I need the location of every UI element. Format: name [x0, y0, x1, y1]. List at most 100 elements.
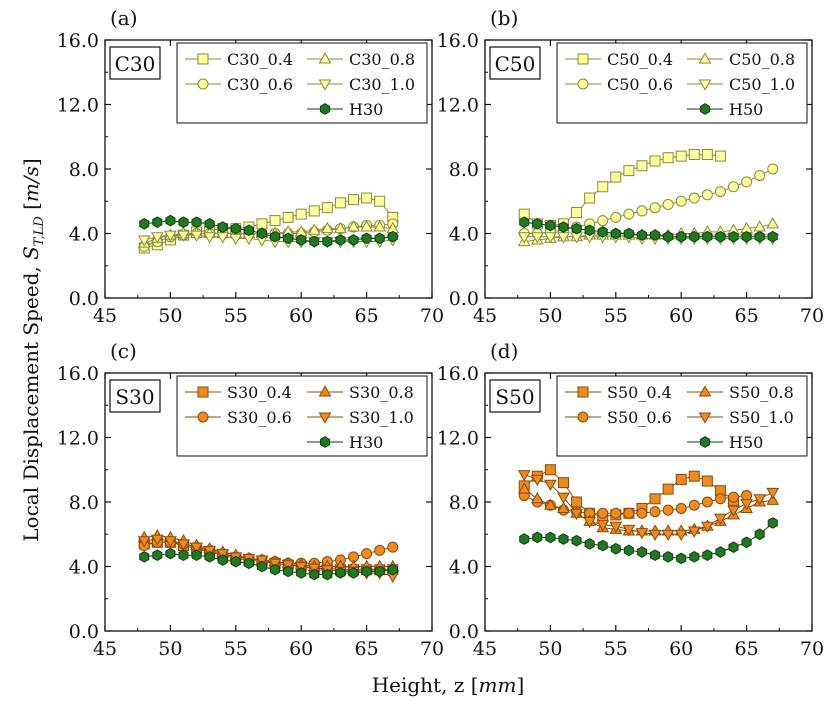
x-tick-label: 45: [473, 305, 497, 327]
series-h30: [139, 547, 398, 581]
data-point: [623, 165, 635, 177]
y-axis-label-subscript: T,LD: [32, 216, 47, 247]
data-point: [610, 507, 622, 519]
x-tick-label: 45: [93, 305, 117, 327]
data-point: [570, 508, 583, 521]
data-point: [714, 493, 726, 505]
data-point: [661, 529, 675, 542]
data-point: [230, 555, 241, 568]
data-point: [623, 227, 634, 240]
panel-label-box: [109, 379, 161, 413]
x-tick-label: 55: [224, 638, 248, 660]
legend-marker: [577, 386, 589, 398]
x-tick-label: 50: [538, 305, 562, 327]
series-line: [523, 153, 721, 226]
data-point: [387, 563, 398, 576]
data-point: [348, 234, 359, 246]
data-point: [256, 560, 268, 573]
x-tick-label: 60: [669, 305, 693, 327]
data-point: [727, 505, 740, 517]
legend-marker: [698, 52, 712, 64]
data-point: [675, 150, 687, 162]
data-point: [610, 171, 622, 183]
legend-item: C50_1.0: [687, 75, 795, 94]
legend-label: S30_0.8: [349, 383, 414, 402]
data-point: [558, 221, 569, 233]
y-tick-label: 4.0: [69, 224, 99, 246]
data-point: [596, 520, 610, 532]
legend-marker: [318, 412, 332, 424]
data-point: [347, 220, 360, 232]
y-tick-label: 8.0: [69, 159, 99, 181]
data-point: [753, 494, 767, 506]
data-point: [663, 230, 674, 243]
data-point: [282, 211, 294, 223]
data-point: [767, 163, 779, 175]
legend-item: S50_0.8: [687, 383, 794, 402]
panel-s30: (c) 45 50 55 60 65 70 0.0 4.0 8.0 12.0 16.0 S30 S30_0…: [57, 339, 444, 660]
data-point: [662, 152, 674, 164]
legend-marker: [577, 78, 589, 90]
data-point: [283, 232, 294, 245]
data-point: [688, 470, 700, 482]
legend-item: H30: [307, 100, 383, 119]
data-point: [530, 474, 544, 487]
data-point: [283, 565, 294, 578]
data-point: [256, 227, 268, 240]
y-axis-label: Local Displacement Speed, ST,LD [m/s]: [19, 158, 47, 541]
data-point: [190, 542, 203, 554]
series-c30-0-8: [137, 220, 400, 248]
data-point: [597, 181, 609, 193]
legend-item: S30_1.0: [307, 408, 414, 427]
panel-label-box: [489, 46, 541, 80]
data-point: [649, 155, 661, 167]
data-point: [322, 568, 333, 581]
data-point: [715, 546, 726, 558]
series-h50: [519, 216, 778, 243]
data-point: [636, 229, 648, 241]
data-point: [204, 551, 215, 563]
legend-item: S30_0.6: [185, 408, 292, 427]
legend-label: S30_1.0: [349, 408, 414, 427]
panel-c30: (a) 45 50 55 60 65 70 0.0 4.0 8.0 12.0 16.0 C30 C30_0…: [57, 6, 444, 327]
data-point: [648, 529, 662, 542]
data-point: [177, 230, 190, 242]
legend-item: C30_0.4: [185, 50, 293, 69]
legend-item: C50_0.8: [687, 50, 795, 69]
data-point: [321, 202, 333, 214]
data-point: [137, 235, 151, 247]
panel-s50: (d) 45 50 55 60 65 70 0.0 4.0 8.0 12.0 16.0 S50 S50_0…: [437, 339, 824, 660]
panel-letter: (b): [490, 6, 518, 30]
data-point: [610, 211, 622, 223]
data-point: [557, 477, 569, 489]
legend-item: C50_0.4: [565, 50, 673, 69]
legend-marker: [197, 411, 209, 423]
data-point: [688, 499, 700, 511]
legend-item: C30_0.6: [185, 75, 293, 94]
data-point: [519, 216, 530, 229]
legend-label: H50: [729, 100, 763, 119]
x-tick-label: 70: [800, 638, 824, 660]
y-axis-label-symbol: S: [19, 246, 43, 260]
data-point: [714, 513, 727, 525]
series-layer: [517, 464, 780, 565]
data-point: [165, 547, 176, 560]
series-h30: [139, 214, 398, 248]
data-point: [754, 169, 766, 181]
legend-marker: [698, 385, 712, 397]
data-point: [348, 567, 359, 579]
panel-label-box: [109, 46, 161, 80]
data-point: [649, 506, 661, 518]
legend-label: S50_0.8: [729, 383, 794, 402]
panel-label: C30: [115, 52, 156, 76]
data-point: [295, 208, 307, 220]
y-tick-label: 0.0: [69, 621, 99, 643]
legend-item: C30_0.8: [307, 50, 415, 69]
data-point: [348, 194, 360, 206]
data-point: [675, 195, 687, 207]
data-point: [728, 230, 739, 243]
x-tick-label: 55: [604, 638, 628, 660]
y-tick-label: 16.0: [437, 30, 479, 52]
x-tick-label: 55: [604, 305, 628, 327]
data-point: [662, 483, 674, 495]
